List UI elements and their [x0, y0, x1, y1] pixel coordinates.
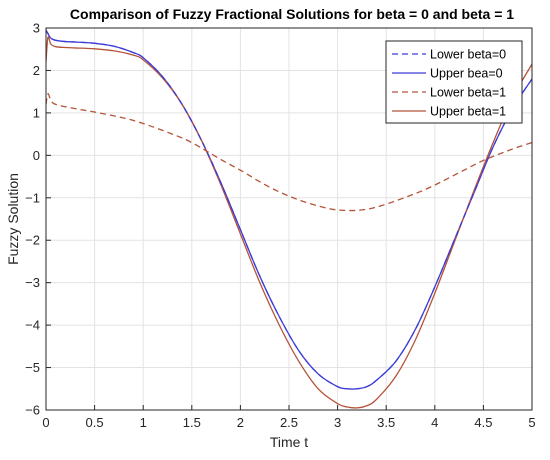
x-tick-label: 2.5	[280, 415, 298, 430]
legend-label-2: Upper bea=0	[430, 67, 503, 81]
y-tick-label: −2	[25, 233, 40, 248]
x-axis-label: Time t	[270, 434, 308, 450]
y-tick-label: −1	[25, 190, 40, 205]
y-axis-ticks: −6 −5 −4 −3 −2 −1 0 1 2 3	[25, 21, 51, 418]
x-tick-label: 0.5	[86, 415, 104, 430]
y-tick-label: −3	[25, 275, 40, 290]
chart-title: Comparison of Fuzzy Fractional Solutions…	[70, 6, 514, 22]
y-tick-label: −4	[25, 318, 40, 333]
y-tick-label: 0	[33, 148, 40, 163]
legend-label-4: Upper beta=1	[430, 105, 506, 119]
series-line-4	[46, 36, 532, 409]
x-tick-label: 3	[334, 415, 341, 430]
series-line-1	[46, 29, 532, 390]
legend-box	[385, 40, 523, 124]
x-tick-label: 4.5	[474, 415, 492, 430]
y-tick-label: 1	[33, 105, 40, 120]
x-tick-label: 3.5	[377, 415, 395, 430]
x-tick-label: 1	[140, 415, 147, 430]
x-tick-label: 1.5	[183, 415, 201, 430]
y-tick-label: −6	[25, 403, 40, 418]
x-tick-label: 5	[528, 415, 535, 430]
legend-label-1: Lower beta=0	[430, 48, 506, 62]
x-axis-ticks: 0 0.5 1 1.5 2 2.5 3 3.5 4 4.5 5	[42, 405, 536, 430]
x-tick-label: 0	[42, 415, 49, 430]
x-tick-label: 2	[237, 415, 244, 430]
legend-label-3: Lower beta=1	[430, 86, 506, 100]
y-tick-label: 2	[33, 63, 40, 78]
x-tick-label: 4	[431, 415, 438, 430]
y-tick-label: 3	[33, 21, 40, 36]
series-line-3	[46, 93, 532, 212]
y-tick-label: −5	[25, 360, 40, 375]
y-axis-label: Fuzzy Solution	[5, 173, 21, 265]
series-layer	[46, 29, 532, 409]
legend: Lower beta=0 Upper bea=0 Lower beta=1 Upper…	[385, 40, 523, 124]
